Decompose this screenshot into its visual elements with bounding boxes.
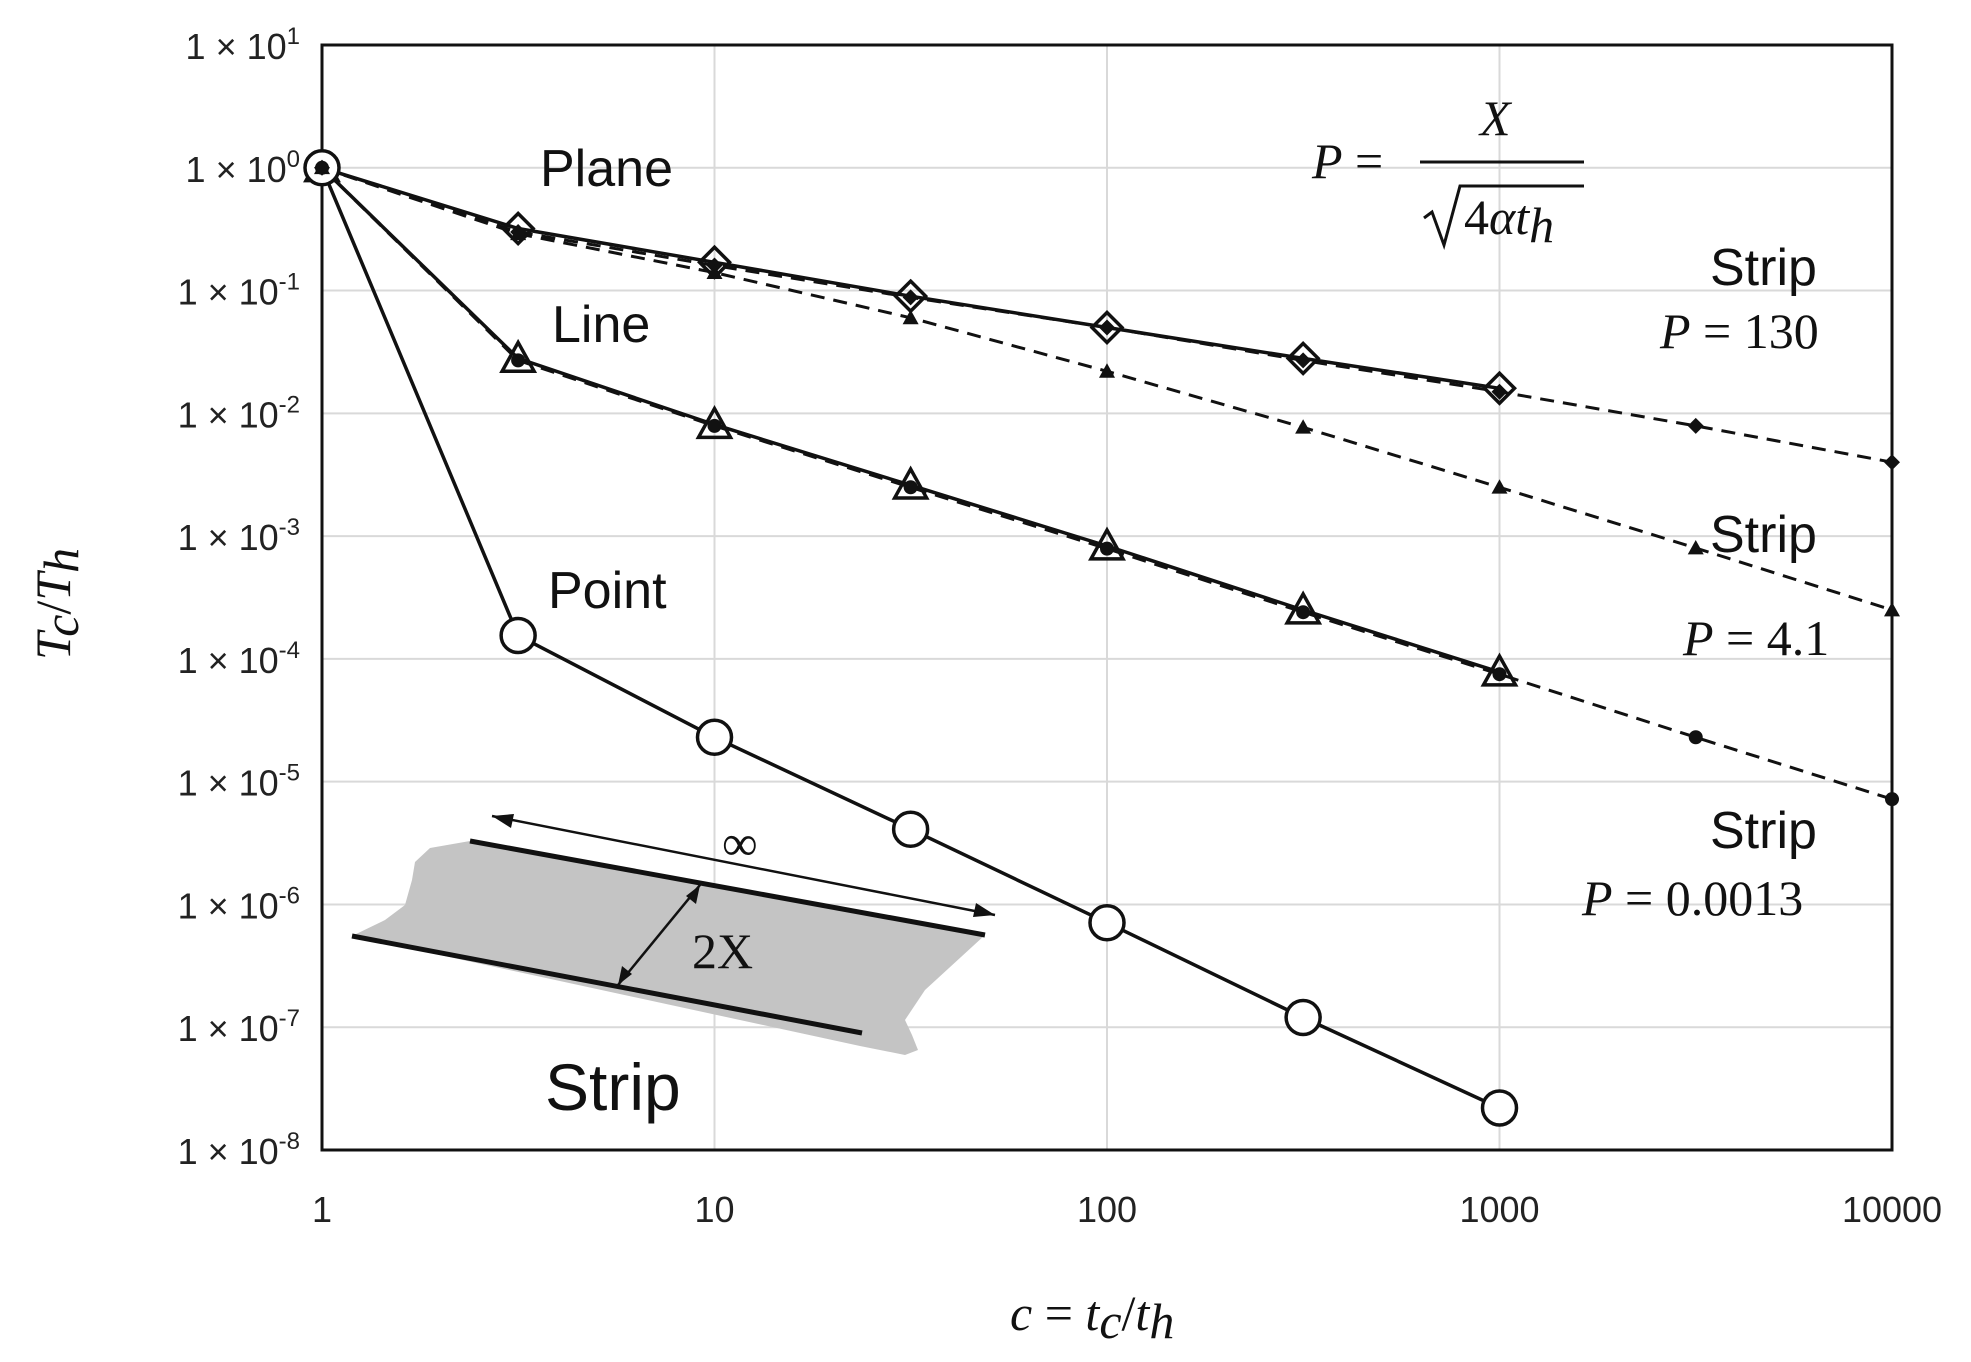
data-point — [1100, 541, 1114, 556]
data-point — [902, 289, 919, 306]
data-point — [500, 211, 536, 247]
data-point — [1284, 998, 1322, 1037]
annotation-p-0-0013: P = 0.0013 — [1581, 870, 1803, 926]
data-point — [1491, 383, 1508, 400]
y-tick-label: 1 × 100 — [186, 146, 300, 190]
data-point — [1482, 370, 1517, 406]
y-tick-labels: 1 × 101 1 × 100 1 × 10-1 1 × 10-2 1 × 10-3 1 … — [178, 23, 300, 1172]
data-point — [1884, 602, 1900, 617]
x-tick-label: 1000 — [1459, 1189, 1539, 1230]
data-point — [510, 225, 527, 241]
annotation-strip-1: Strip — [1710, 239, 1817, 297]
strip-inset-illustration: 2X ∞ — [351, 814, 996, 1055]
data-point — [499, 616, 537, 655]
strip-inset-width-arrowhead-top — [686, 885, 700, 904]
data-point — [1491, 479, 1508, 494]
y-tick-label: 1 × 10-4 — [178, 637, 300, 681]
x-tick-labels: 1 10 100 1000 10000 — [312, 1189, 1942, 1230]
svg-text:4αth: 4αth — [1464, 189, 1554, 253]
data-point — [1687, 417, 1704, 434]
y-tick-label: 1 × 10-3 — [178, 514, 300, 558]
data-point — [891, 810, 930, 848]
svg-text:P =: P = — [1311, 133, 1383, 189]
y-axis-label: Tc/Th — [25, 548, 89, 660]
data-point — [1480, 1089, 1519, 1127]
y-tick-label: 1 × 10-2 — [178, 391, 300, 435]
y-tick-label: 1 × 10-7 — [178, 1005, 300, 1049]
strip-inset-top-edge — [469, 838, 986, 938]
y-tick-label: 1 × 10-1 — [178, 269, 300, 313]
data-point — [1088, 526, 1126, 561]
x-tick-label: 10 — [694, 1189, 734, 1230]
y-tick-label: 1 × 10-5 — [178, 760, 300, 804]
series-line-1 — [321, 166, 1500, 391]
annotation-p-4-1: P = 4.1 — [1682, 610, 1829, 666]
strip-inset-width-arrowhead-bottom — [618, 966, 632, 985]
strip-inset-shape — [352, 841, 985, 1055]
y-tick-label: 1 × 101 — [186, 23, 300, 67]
data-point — [499, 338, 538, 373]
data-point — [1492, 667, 1507, 682]
data-point — [1088, 903, 1126, 942]
data-point — [1884, 454, 1900, 471]
data-point — [1284, 590, 1323, 625]
x-tick-label: 1 — [312, 1189, 332, 1230]
annotation-strip-2: Strip — [1710, 506, 1817, 564]
strip-inset-bottom-edge — [351, 933, 863, 1036]
annotation-p-130: P = 130 — [1659, 303, 1819, 359]
strip-inset-width-label: 2X — [692, 923, 753, 979]
data-point — [1885, 792, 1899, 807]
data-point — [1295, 352, 1312, 369]
x-axis-label: c = tc/th — [1010, 1285, 1174, 1349]
strip-inset-infinity-arrow — [491, 814, 996, 917]
annotation-point: Point — [548, 562, 667, 620]
data-point — [1099, 363, 1115, 378]
data-point — [315, 160, 329, 175]
data-point — [1295, 419, 1312, 434]
data-point — [1688, 730, 1703, 745]
data-point — [1089, 310, 1125, 345]
svg-text:X: X — [1478, 90, 1513, 146]
data-point — [1480, 652, 1519, 687]
data-point — [903, 480, 918, 495]
data-point — [1099, 319, 1115, 336]
y-tick-label: 1 × 10-6 — [178, 882, 300, 926]
strip-inset-width-arrow — [617, 884, 701, 986]
data-point — [1687, 540, 1704, 555]
formula-radical-sign — [1423, 184, 1584, 250]
formula-p-definition: P = X 4αth — [1311, 90, 1584, 253]
strip-inset-arrowhead-right — [973, 903, 995, 917]
x-tick-label: 10000 — [1842, 1189, 1942, 1230]
data-point — [707, 418, 722, 433]
data-point — [1296, 605, 1311, 620]
annotation-strip-3: Strip — [1710, 802, 1817, 860]
data-point — [902, 309, 919, 325]
data-point — [695, 718, 734, 757]
plot-area-frame — [320, 43, 1894, 1152]
annotation-line: Line — [552, 296, 650, 354]
x-tick-label: 100 — [1077, 1189, 1137, 1230]
series-line-2 — [320, 166, 1501, 674]
data-point — [511, 353, 526, 368]
data-point — [706, 264, 723, 280]
series-markers — [303, 148, 1900, 1127]
strip-inset-arrowhead-left — [492, 814, 514, 828]
strip-inset-infinity-label: ∞ — [722, 815, 758, 871]
annotation-plane: Plane — [540, 140, 673, 198]
data-point — [891, 465, 930, 500]
y-tick-label: 1 × 10-8 — [178, 1128, 300, 1172]
data-point — [695, 404, 734, 440]
annotation-strip-big: Strip — [545, 1050, 681, 1124]
data-point — [1285, 340, 1321, 376]
